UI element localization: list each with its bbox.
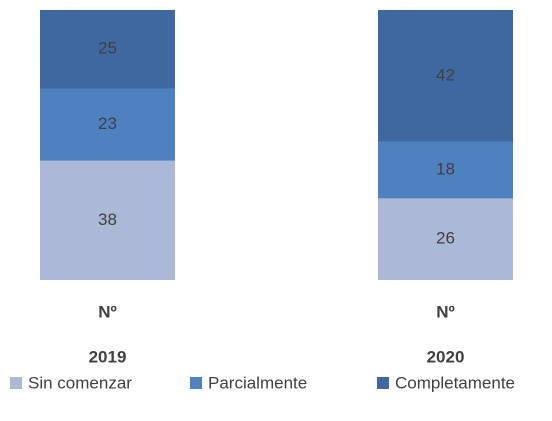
data-label: 23 <box>98 114 117 133</box>
x-group-label: 2019 <box>89 347 127 366</box>
legend-label: Parcialmente <box>208 373 307 392</box>
bar-segment <box>378 10 513 142</box>
legend-swatch <box>190 377 202 389</box>
legend-swatch <box>377 377 389 389</box>
bar-segment <box>40 10 175 89</box>
data-label: 42 <box>436 65 455 84</box>
data-label: 38 <box>98 210 117 229</box>
bar-segment <box>378 141 513 199</box>
data-label: 18 <box>436 160 455 179</box>
bar-segment <box>40 88 175 161</box>
x-tick-label: Nº <box>436 302 455 321</box>
bar-segment <box>378 198 513 280</box>
legend-label: Sin comenzar <box>28 373 132 392</box>
x-group-label: 2020 <box>427 347 465 366</box>
x-tick-label: Nº <box>98 302 117 321</box>
data-label: 26 <box>436 229 455 248</box>
legend-label: Completamente <box>395 373 515 392</box>
data-label: 25 <box>98 39 117 58</box>
bar-segment <box>40 160 175 280</box>
legend-swatch <box>10 377 22 389</box>
